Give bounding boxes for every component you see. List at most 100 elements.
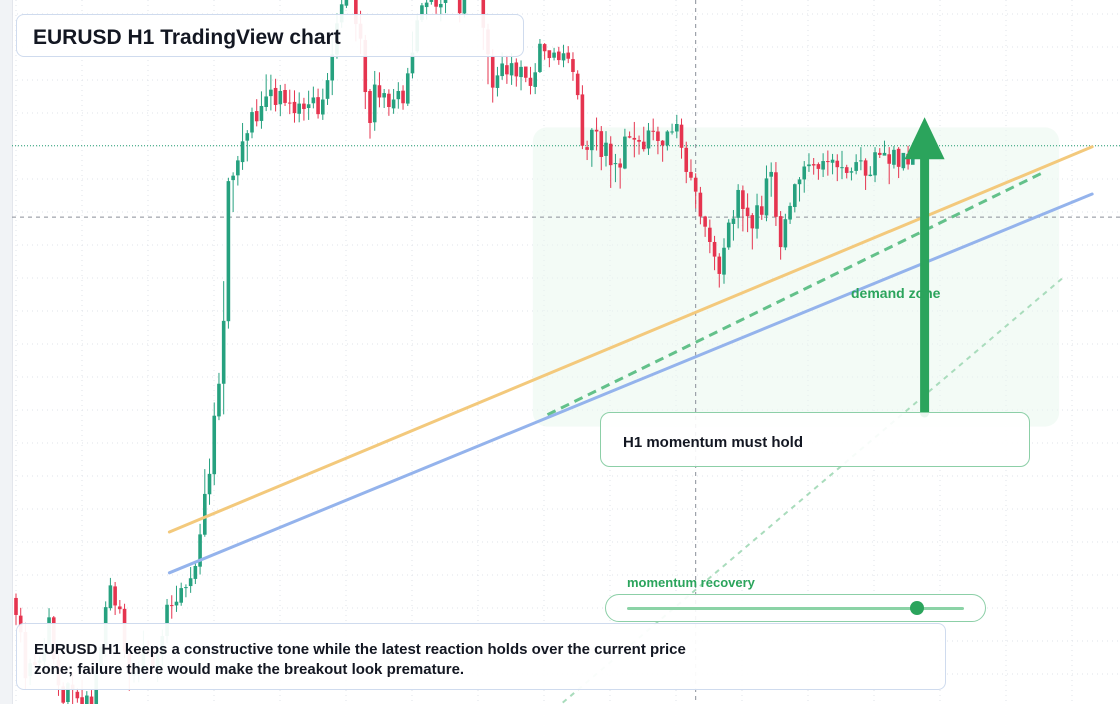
candle-body: [604, 142, 608, 156]
candle-body: [429, 0, 434, 2]
candle-body: [514, 62, 519, 77]
candle-body: [675, 124, 679, 132]
bull-candle: [613, 153, 618, 183]
bull-candle: [882, 140, 887, 156]
candle-body: [188, 578, 193, 587]
candle-body: [670, 131, 674, 133]
bear-candle: [816, 162, 821, 180]
candle-body: [764, 178, 769, 216]
candle-body: [203, 493, 207, 535]
candle-body: [434, 0, 438, 7]
candle-body: [457, 0, 462, 14]
bear-candle: [585, 140, 589, 161]
bull-candle: [722, 238, 726, 284]
candle-body: [877, 152, 882, 155]
candle-body: [816, 164, 821, 169]
bull-candle: [236, 155, 240, 186]
candle-body: [608, 143, 613, 166]
bull-candle: [646, 122, 651, 155]
bear-candle: [505, 55, 509, 84]
candle-body: [363, 40, 368, 93]
bull-candle: [797, 177, 802, 202]
momentum-slider[interactable]: [605, 594, 986, 622]
candle-body: [410, 52, 415, 74]
bull-candle: [840, 150, 844, 180]
candle-body: [623, 136, 627, 169]
candle-body: [382, 93, 386, 98]
bull-candle: [240, 122, 245, 170]
bull-candle: [184, 584, 188, 598]
candle-body: [245, 133, 250, 141]
candle-body: [321, 99, 325, 115]
bull-candle: [212, 402, 217, 486]
bull-candle: [788, 202, 792, 224]
candle-body: [774, 172, 778, 217]
candle-body: [854, 162, 858, 171]
bear-candle: [750, 213, 755, 250]
bear-candle: [656, 126, 660, 155]
bear-candle: [490, 49, 495, 103]
bull-candle: [495, 66, 500, 97]
candle-body: [627, 136, 632, 138]
candle-body: [849, 171, 854, 173]
candle-body: [297, 103, 301, 114]
bull-candle: [396, 82, 401, 109]
bear-candle: [778, 211, 783, 260]
bull-candle: [859, 147, 863, 171]
orange-trendline: [167, 145, 1094, 534]
bear-candle: [637, 135, 641, 155]
candle-body: [61, 686, 65, 703]
candle-body: [481, 0, 486, 28]
bear-candle: [528, 66, 533, 95]
bear-candle: [698, 186, 703, 225]
bull-candle: [807, 153, 811, 172]
bear-candle: [401, 85, 405, 110]
bear-candle: [254, 99, 259, 127]
candle-body: [505, 65, 509, 75]
bear-candle: [575, 70, 580, 100]
candle-body: [250, 112, 254, 133]
candle-body: [778, 216, 783, 248]
bull-candle: [830, 153, 835, 175]
candle-body: [14, 597, 18, 615]
candle-body: [892, 149, 896, 165]
candle-body: [736, 189, 740, 218]
candle-body: [339, 4, 344, 23]
candle-body: [887, 154, 891, 164]
candle-body: [722, 247, 726, 275]
candle-body: [80, 697, 84, 704]
candle-body: [863, 160, 868, 176]
bull-candle: [372, 70, 377, 131]
demand-zone-label: demand zone: [851, 285, 941, 301]
bear-candle: [547, 50, 552, 68]
bull-candle: [561, 44, 566, 68]
bull-candle: [670, 123, 674, 135]
momentum-knob[interactable]: [909, 601, 924, 615]
bear-candle: [75, 688, 80, 703]
bear-candle: [368, 88, 372, 139]
candle-body: [542, 44, 547, 52]
candle-body: [462, 0, 467, 14]
candle-body: [174, 601, 179, 606]
candle-body: [769, 171, 773, 177]
candle-body: [273, 87, 278, 105]
bull-candle: [443, 0, 448, 14]
candle-body: [793, 184, 797, 207]
bull-candle: [901, 152, 906, 171]
bull-candle: [221, 281, 226, 415]
candle-body: [882, 152, 887, 156]
bull-candle: [462, 0, 467, 18]
bear-candle: [594, 117, 599, 151]
candle-body: [873, 152, 877, 176]
bull-candle: [188, 567, 193, 593]
bear-candle: [651, 118, 655, 141]
candle-body: [198, 534, 202, 567]
candle-body: [217, 383, 221, 417]
bull-candle: [311, 86, 316, 109]
bull-candle: [179, 582, 183, 606]
candle-body: [830, 159, 835, 163]
bull-candle: [665, 130, 670, 151]
bear-candle: [689, 159, 693, 181]
candle-body: [585, 147, 589, 150]
